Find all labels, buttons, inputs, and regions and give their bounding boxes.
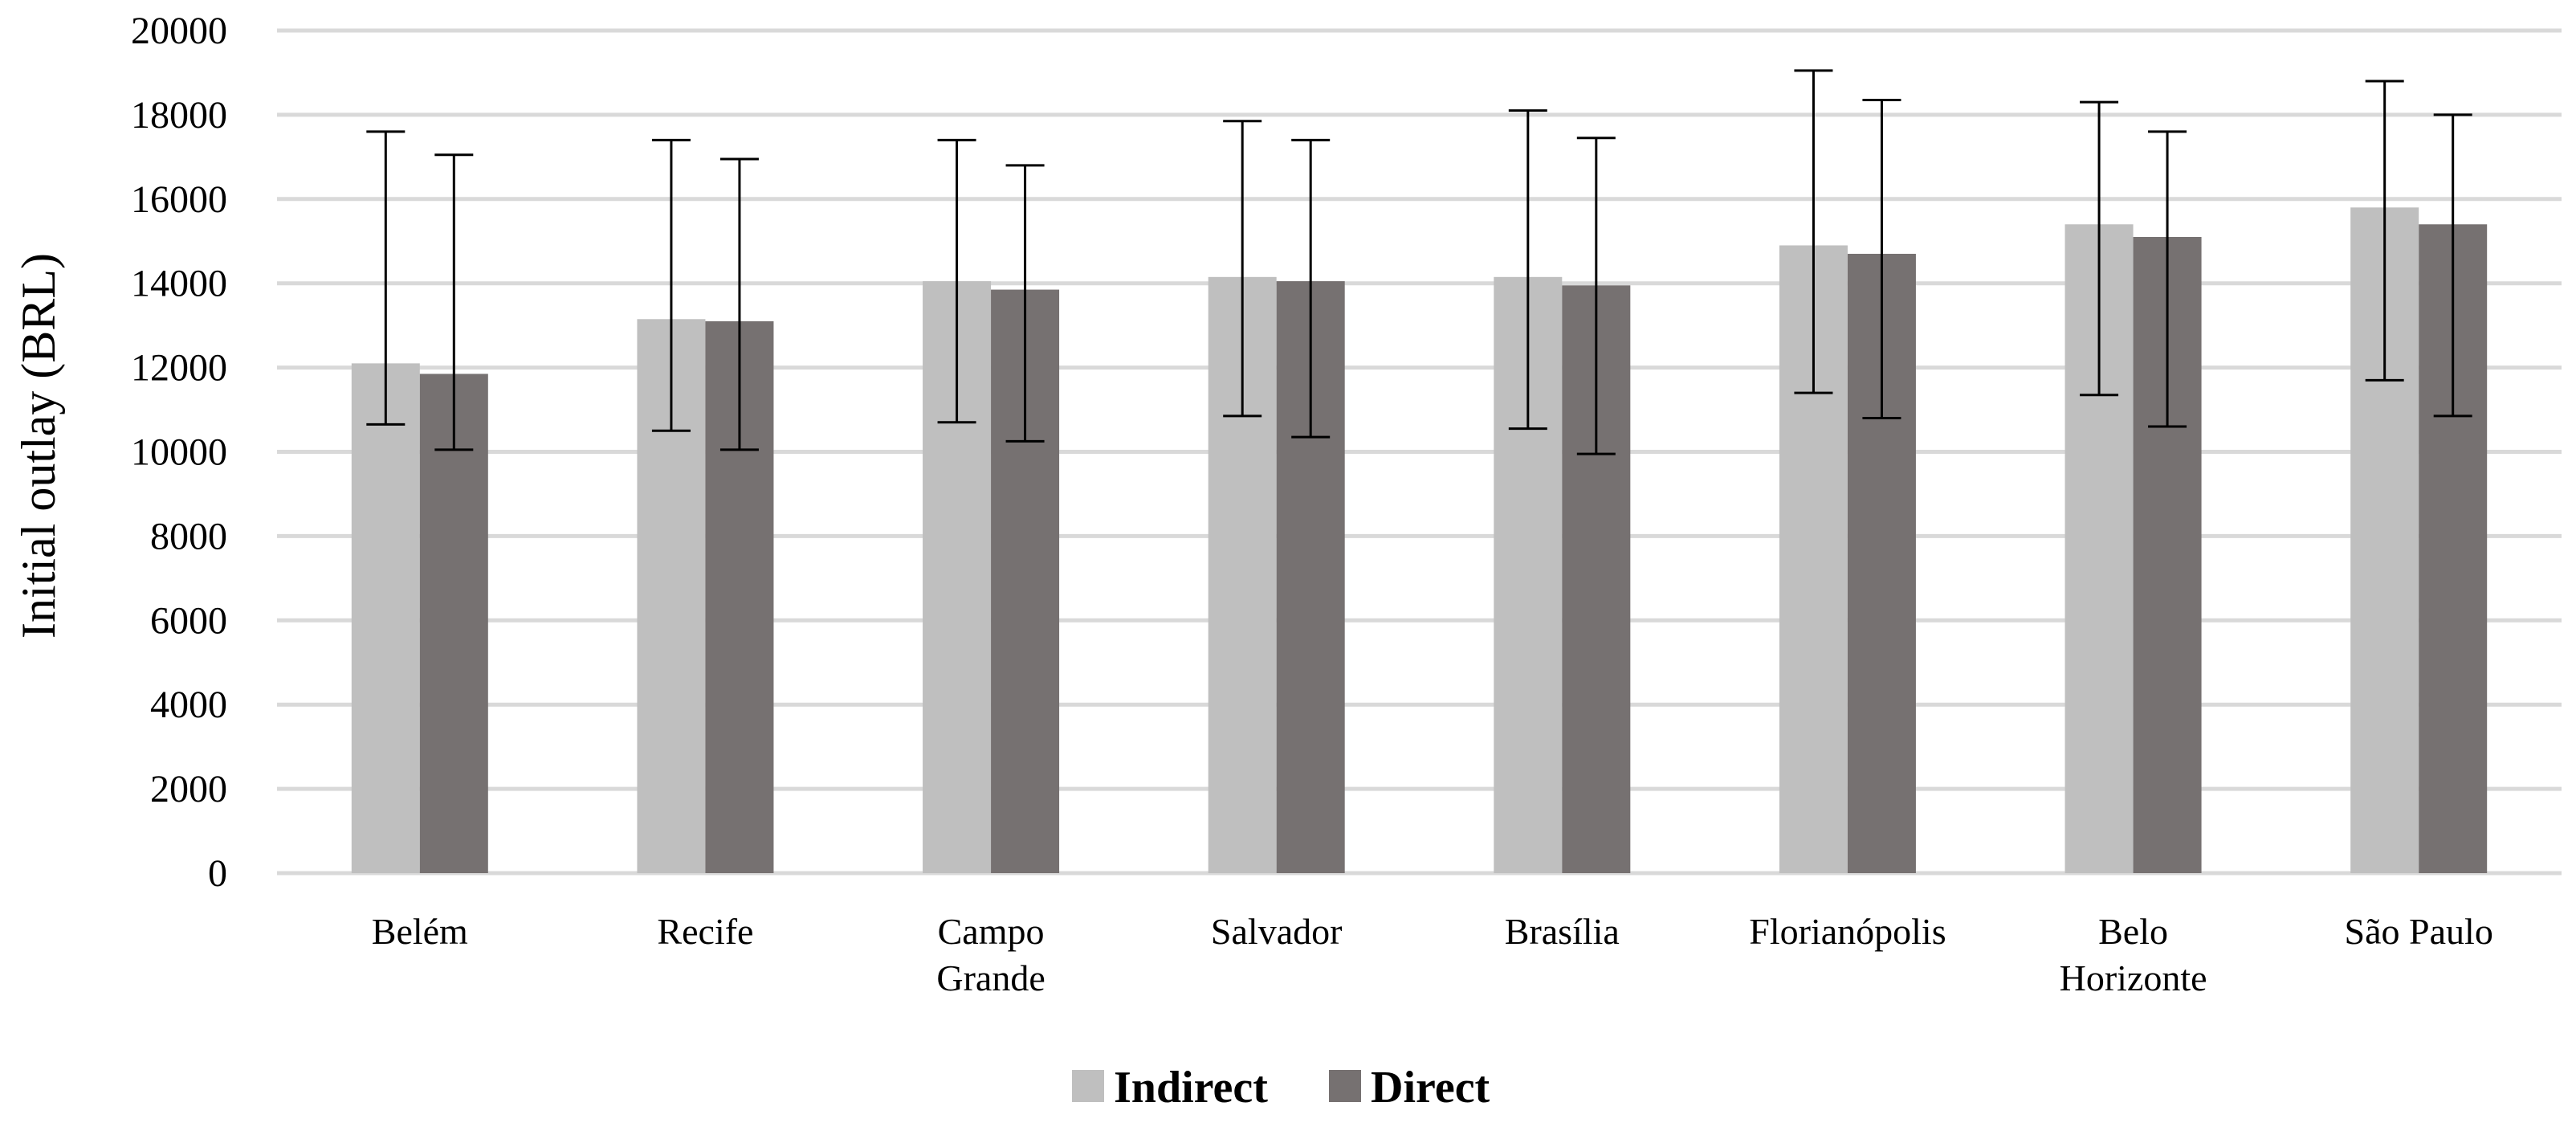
x-tick-label: Brasília	[1505, 911, 1620, 952]
x-tick-label: Campo Grande	[936, 911, 1045, 998]
error-bar	[1223, 120, 1262, 418]
error-bar	[1291, 138, 1331, 439]
y-axis-label: Initial outlay (BRL)	[12, 253, 65, 639]
y-tick-label: 18000	[131, 94, 227, 137]
error-bar	[434, 153, 474, 451]
y-tick-label: 16000	[131, 178, 227, 221]
error-bars	[366, 69, 2472, 455]
error-bar	[719, 157, 759, 451]
error-bar	[1576, 137, 1616, 455]
x-tick-label: Recife	[657, 911, 753, 952]
y-tick-label: 0	[208, 852, 227, 895]
legend-label: Indirect	[1114, 1063, 1268, 1112]
error-bar	[2080, 100, 2119, 397]
error-bar	[366, 130, 406, 426]
x-tick-label-line: Campo	[938, 911, 1045, 952]
x-tick-label-line: Florianópolis	[1749, 911, 1946, 952]
x-tick-label-line: Recife	[657, 911, 753, 952]
error-bar	[2433, 113, 2472, 418]
bar-indirect	[351, 363, 420, 874]
y-tick-label: 8000	[150, 515, 227, 557]
legend-swatch	[1072, 1070, 1104, 1102]
x-tick-label: Salvador	[1211, 911, 1343, 952]
legend-swatch	[1329, 1070, 1361, 1102]
error-bar	[2365, 80, 2404, 382]
y-tick-label: 6000	[150, 599, 227, 642]
legend-item-indirect: Indirect	[1072, 1063, 1268, 1112]
x-tick-label-line: Horizonte	[2060, 957, 2207, 998]
error-bar	[651, 138, 691, 432]
x-tick-label-line: Salvador	[1211, 911, 1343, 952]
x-tick-label-line: São Paulo	[2345, 911, 2493, 952]
error-bar	[937, 138, 976, 424]
x-tick-label-line: Belém	[372, 911, 468, 952]
x-tick-label-line: Belo	[2098, 911, 2168, 952]
x-tick-label-line: Brasília	[1505, 911, 1620, 952]
y-tick-label: 12000	[131, 347, 227, 390]
legend: Indirect Direct	[1072, 1063, 1490, 1112]
gridlines	[277, 28, 2562, 876]
y-tick-label: 4000	[150, 684, 227, 726]
x-tick-label: Florianópolis	[1749, 911, 1946, 952]
error-bar	[1508, 109, 1547, 431]
y-tick-label: 10000	[131, 431, 227, 474]
legend-item-direct: Direct	[1329, 1063, 1490, 1112]
bar-direct	[419, 374, 488, 873]
y-tick-label: 20000	[131, 10, 227, 52]
bars	[351, 207, 2488, 874]
axes: 0 2000 4000 6000 8000 10000 12000 14000 16000 180…	[131, 10, 2493, 998]
y-tick-label: 2000	[150, 768, 227, 810]
legend-label: Direct	[1371, 1063, 1490, 1112]
x-tick-label-line: Grande	[936, 957, 1045, 998]
y-tick-label: 14000	[131, 263, 227, 305]
x-tick-label: Belo Horizonte	[2060, 911, 2207, 998]
error-bar	[1862, 99, 1901, 420]
error-bar	[2148, 130, 2187, 428]
error-bar	[1005, 164, 1045, 443]
x-tick-label: São Paulo	[2345, 911, 2493, 952]
x-tick-label: Belém	[372, 911, 468, 952]
error-bar	[1794, 69, 1833, 394]
